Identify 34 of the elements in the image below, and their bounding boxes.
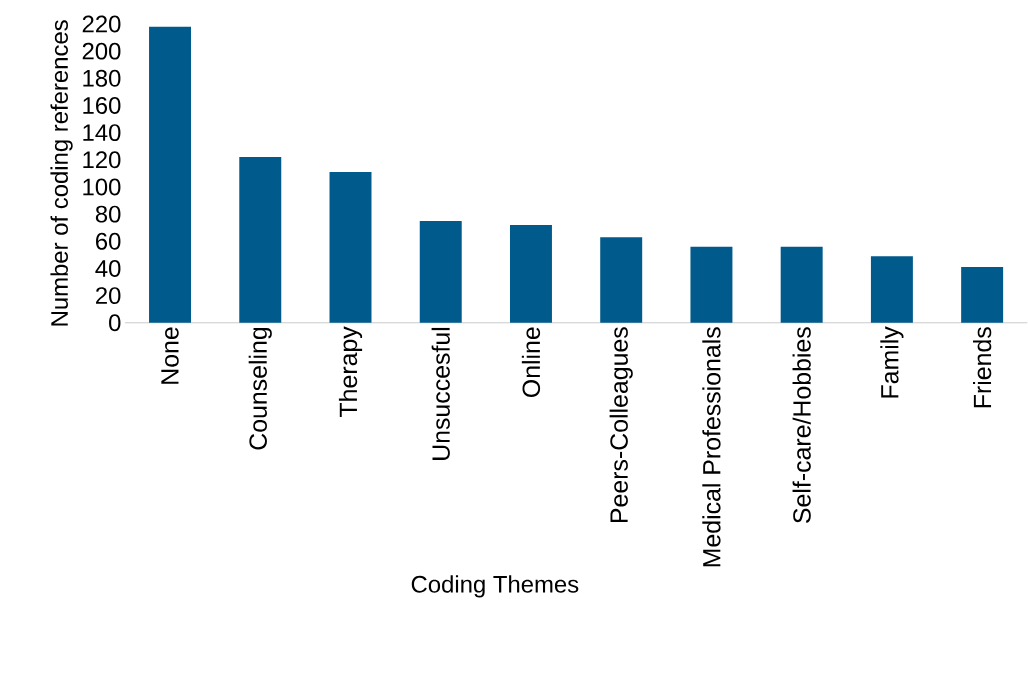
y-tick-label: 40	[95, 259, 121, 277]
y-tick-label: 80	[95, 205, 121, 223]
bar	[780, 246, 823, 323]
bar	[690, 246, 733, 323]
x-tick-label: Friends	[973, 326, 992, 407]
x-tick-label: None	[161, 327, 179, 384]
y-tick-label: 120	[83, 151, 121, 168]
bar	[600, 236, 643, 323]
y-tick-label: 60	[96, 232, 121, 250]
x-tick-label: Medical Professionals	[702, 327, 721, 567]
x-tick-label: Family	[880, 326, 904, 398]
x-axis-title: Coding Themes	[411, 574, 579, 598]
y-tick-label: 0	[109, 314, 121, 331]
y-tick-label: 220	[82, 15, 121, 33]
bar	[329, 171, 372, 323]
bar	[239, 156, 282, 323]
bar	[509, 224, 552, 323]
x-tick-label: Counseling	[248, 327, 272, 450]
x-tick-label: Therapy	[338, 326, 363, 417]
y-tick-label: 180	[83, 69, 121, 87]
y-tick-label: 20	[96, 286, 121, 304]
y-tick-label: 100	[83, 178, 121, 196]
y-tick-label: 160	[83, 96, 121, 114]
y-tick-label: 200	[82, 42, 121, 60]
y-tick-label: 140	[83, 123, 121, 141]
bar	[870, 255, 913, 323]
x-tick-label: Online	[521, 327, 541, 397]
bar	[419, 220, 462, 323]
x-tick-label: Self-care/Hobbies	[792, 326, 811, 523]
y-axis-title: Number of coding references	[50, 19, 73, 326]
x-tick-label: Unsuccesful	[431, 327, 450, 460]
bar	[149, 26, 192, 323]
bar	[961, 266, 1004, 323]
x-tick-label: Peers-Colleagues	[609, 326, 633, 522]
